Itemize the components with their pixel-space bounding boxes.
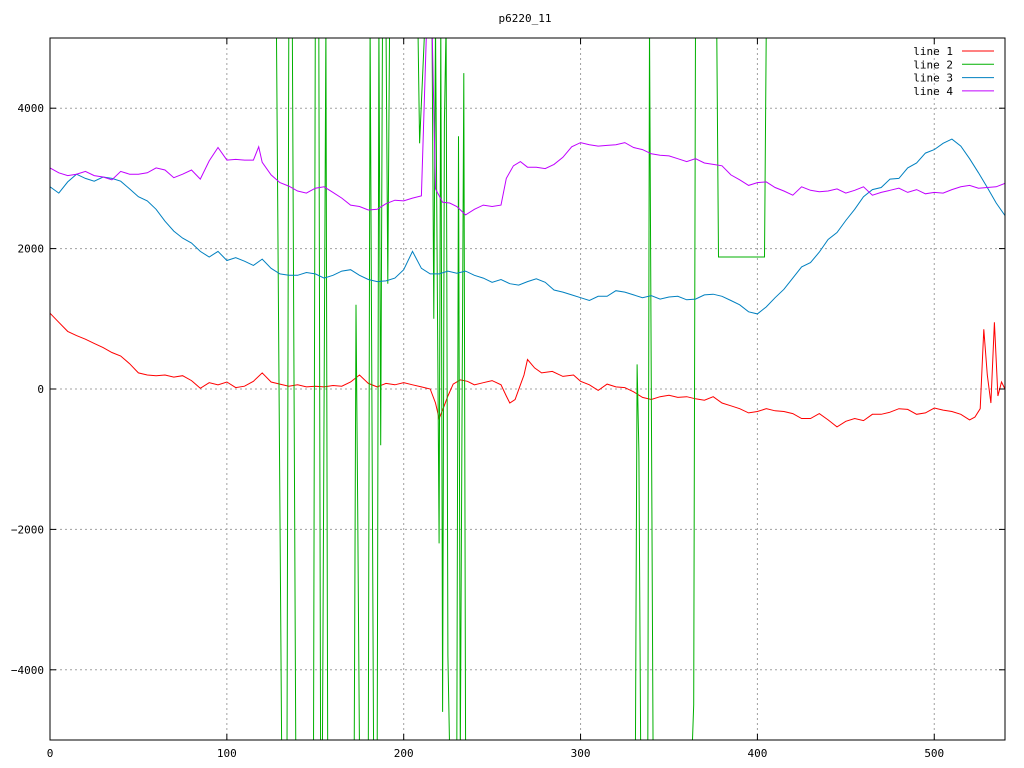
- legend-label-3: line 3: [913, 72, 953, 85]
- series-line-4: [50, 38, 1005, 216]
- y-tick-label: 4000: [18, 102, 45, 115]
- x-tick-label: 200: [394, 747, 414, 760]
- y-tick-label: 0: [37, 383, 44, 396]
- legend-label-1: line 1: [913, 45, 953, 58]
- x-tick-label: 300: [571, 747, 591, 760]
- x-tick-label: 0: [47, 747, 54, 760]
- legend-label-4: line 4: [913, 85, 953, 98]
- chart-title: p6220_11: [499, 12, 552, 25]
- legend-label-2: line 2: [913, 58, 953, 71]
- y-tick-label: −2000: [11, 523, 44, 536]
- series-layer: [50, 38, 1005, 740]
- x-tick-label: 500: [924, 747, 944, 760]
- y-tick-label: 2000: [18, 243, 45, 256]
- axis-ticks: 0 100 200 300 400 500 −4000 −2000 0 2000 4000: [11, 38, 1005, 760]
- y-tick-label: −4000: [11, 664, 44, 677]
- x-tick-label: 100: [217, 747, 237, 760]
- x-tick-label: 400: [747, 747, 767, 760]
- grid-lines: [50, 38, 1005, 740]
- series-line-3: [50, 138, 1005, 315]
- series-line-1: [50, 312, 1005, 428]
